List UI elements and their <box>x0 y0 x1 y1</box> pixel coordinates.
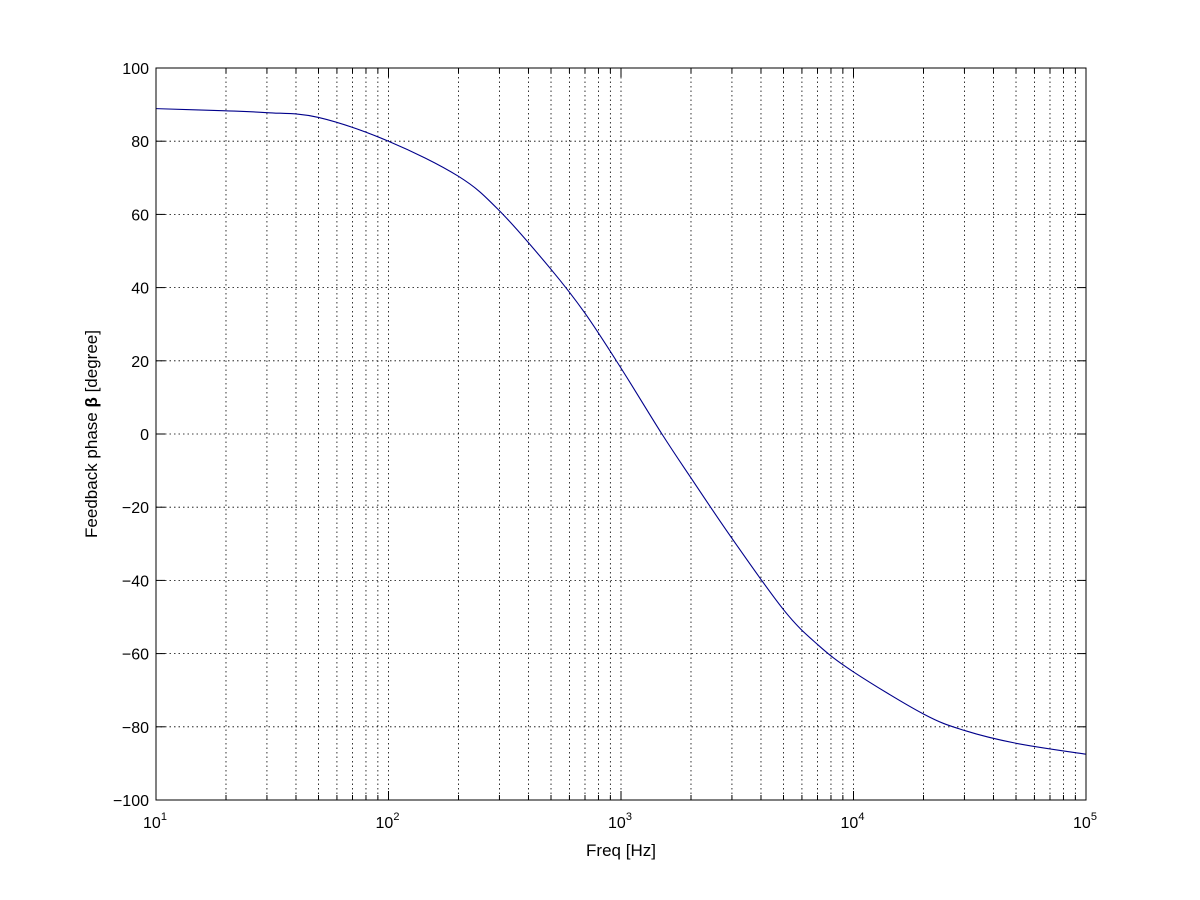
y-tick-label: 40 <box>131 281 149 298</box>
y-tick-label: −40 <box>122 573 149 590</box>
y-tick-label: −100 <box>113 793 149 810</box>
y-tick-label: 20 <box>131 354 149 371</box>
axes-box <box>155 67 1087 801</box>
y-axis-label-symbol: β <box>82 397 101 407</box>
y-tick-label: 60 <box>131 207 149 224</box>
x-tick-label: 104 <box>841 811 865 832</box>
y-tick-label: −20 <box>122 500 149 517</box>
y-axis-label-suffix: [degree] <box>82 330 101 397</box>
y-tick-labels: 100 80 60 40 20 0 −20 −40 −60 −80 −100 <box>113 61 149 810</box>
y-tick-label: −60 <box>122 647 149 664</box>
x-tick-label: 103 <box>608 811 632 832</box>
y-tick-label: −80 <box>122 720 149 737</box>
y-tick-label: 80 <box>131 134 149 151</box>
y-axis-label: Feedback phase β [degree] <box>82 330 101 538</box>
x-tick-label: 105 <box>1073 811 1097 832</box>
x-tick-label: 102 <box>376 811 400 832</box>
series-layer <box>155 108 1087 755</box>
y-tick-label: 100 <box>122 61 149 78</box>
x-tick-labels: 101 102 103 104 105 <box>143 811 1097 832</box>
x-tick-label: 101 <box>143 811 167 832</box>
y-axis-label-prefix: Feedback phase <box>82 408 101 538</box>
y-tick-label: 0 <box>140 427 149 444</box>
phase-series-line <box>155 108 1087 755</box>
grid <box>156 68 1086 800</box>
x-axis-label: Freq [Hz] <box>586 841 656 860</box>
ticks <box>155 67 1087 801</box>
